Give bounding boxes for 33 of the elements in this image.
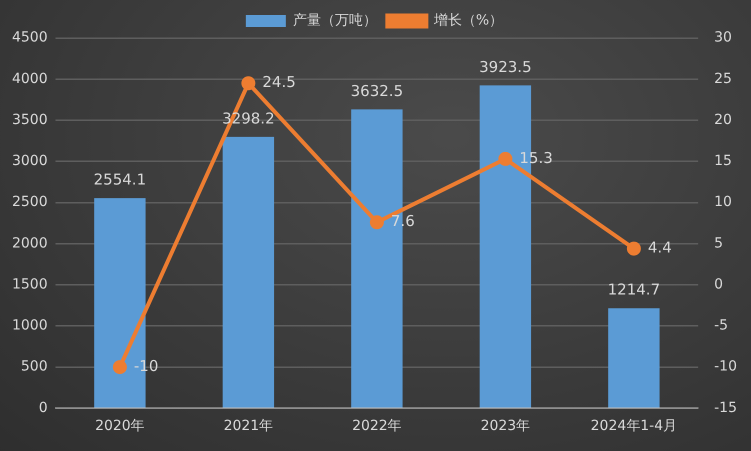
data-label: 3632.5 — [350, 82, 404, 100]
y-tick-label: 500 — [20, 358, 48, 375]
y2-tick-label: 25 — [714, 70, 732, 87]
y2-tick-label: 10 — [714, 194, 732, 210]
y-tick-label: 1000 — [12, 318, 48, 334]
y-tick-label: 1500 — [12, 276, 48, 292]
y2-tick-label: -5 — [714, 318, 728, 334]
legend-label: 增长（%） — [432, 12, 504, 29]
data-label: 2554.1 — [94, 170, 146, 188]
y2-tick-label: 0 — [714, 276, 724, 292]
y2-tick-label: 20 — [714, 112, 732, 128]
x-tick-label: 2023年 — [480, 418, 530, 434]
y-tick-label: 2000 — [12, 235, 48, 252]
y2-tick-label: 15 — [714, 153, 732, 170]
x-tick-label: 2021年 — [224, 418, 274, 434]
y-tick-label: 3000 — [12, 153, 48, 170]
y2-tick-label: -15 — [714, 400, 738, 416]
y-tick-label: 4500 — [12, 30, 48, 46]
y2-tick-label: 5 — [714, 235, 724, 252]
data-label: 24.5 — [262, 73, 296, 92]
data-label: 3923.5 — [479, 58, 532, 76]
x-tick-label: 2024年1-4月 — [590, 418, 678, 434]
x-tick-label: 2022年 — [352, 418, 402, 434]
legend-label: 产量（万吨） — [292, 12, 377, 29]
y-tick-label: 4000 — [12, 70, 48, 87]
y-tick-label: 3500 — [12, 112, 48, 128]
data-label: 4.4 — [648, 238, 672, 256]
y2-tick-label: 30 — [714, 30, 732, 46]
x-tick-label: 2020年 — [95, 418, 145, 434]
y-tick-label: 2500 — [12, 194, 48, 210]
y-tick-label: 0 — [38, 400, 48, 416]
data-label: 1214.7 — [608, 280, 660, 299]
y2-tick-label: -10 — [714, 358, 738, 375]
